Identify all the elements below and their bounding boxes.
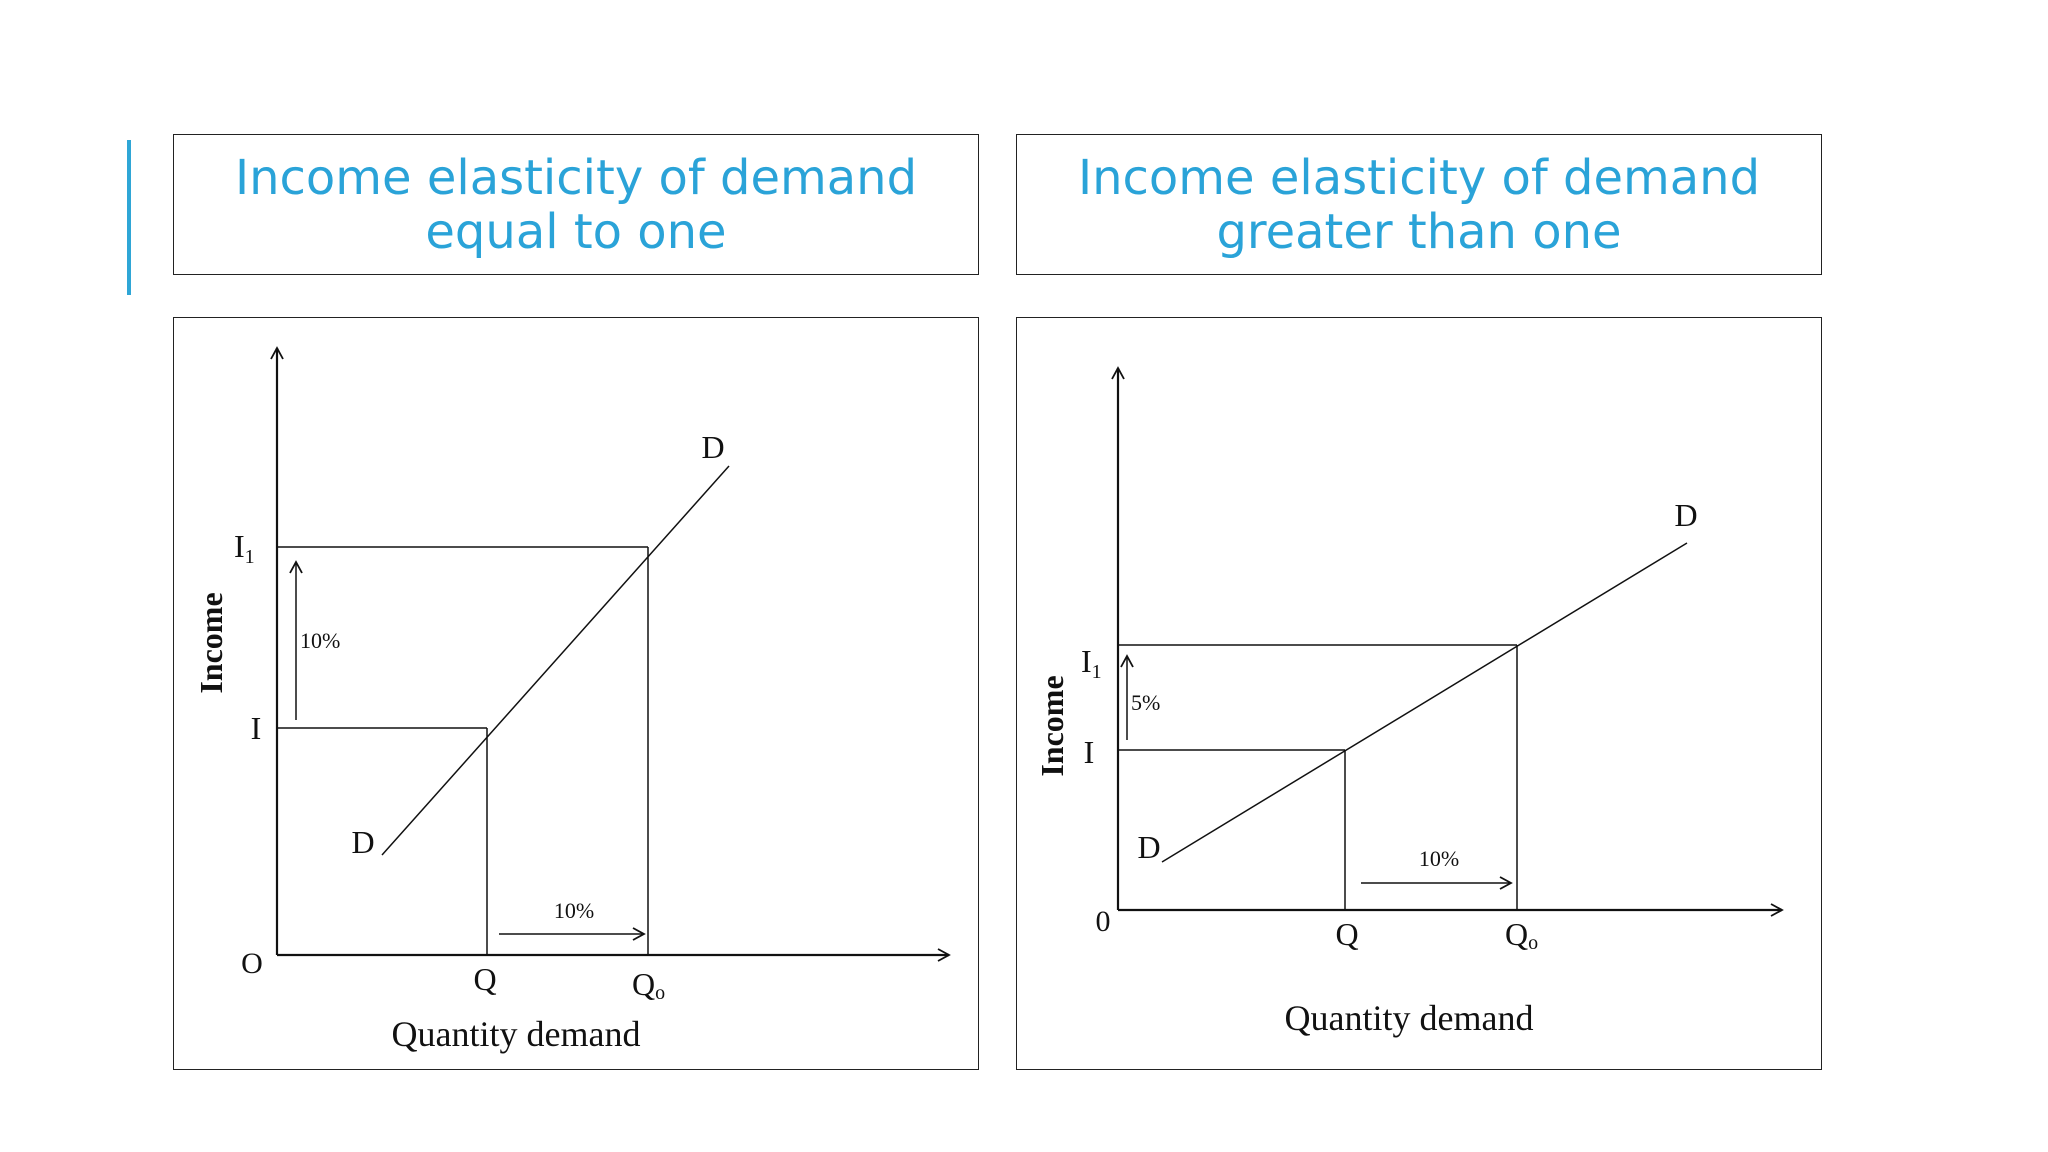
qty-change-label: 10% — [554, 898, 594, 923]
title-left-line2: equal to one — [425, 203, 727, 260]
qty-high-label: Qo — [1505, 916, 1538, 954]
qty-high-label: Qo — [632, 966, 665, 1004]
title-left-line1: Income elasticity of demand — [234, 149, 918, 206]
income-low-label: I — [251, 710, 262, 746]
demand-curve — [1161, 542, 1688, 863]
qty-low-label: Q — [1335, 916, 1358, 952]
diagram-left-svg: O I I1 Q Qo D D 10% 10% Quantity demand … — [193, 346, 951, 1054]
income-change-label: 5% — [1131, 690, 1160, 715]
origin-label: 0 — [1096, 905, 1111, 938]
curve-bottom-label: D — [1137, 829, 1160, 865]
y-axis-label: Income — [1034, 675, 1070, 776]
title-right: Income elasticity of demand greater than… — [1016, 134, 1822, 275]
accent-bar — [127, 140, 131, 295]
x-axis-label: Quantity demand — [1285, 998, 1534, 1038]
title-right-line1: Income elasticity of demand — [1077, 149, 1761, 206]
demand-curve — [381, 465, 730, 856]
qty-change-label: 10% — [1419, 846, 1459, 871]
diagram-right-svg: 0 I I1 Q Qo D D 5% 10% Quantity demand I… — [1034, 366, 1784, 1038]
curve-top-label: D — [701, 429, 724, 465]
x-axis-label: Quantity demand — [392, 1014, 641, 1054]
curve-bottom-label: D — [351, 824, 374, 860]
income-low-label: I — [1084, 734, 1095, 770]
origin-label: O — [241, 947, 263, 980]
income-high-label: I1 — [234, 528, 255, 568]
diagram-left: O I I1 Q Qo D D 10% 10% Quantity demand … — [173, 317, 979, 1070]
title-left: Income elasticity of demand equal to one — [173, 134, 979, 275]
qty-low-label: Q — [473, 961, 496, 997]
curve-top-label: D — [1674, 497, 1697, 533]
y-axis-label: Income — [193, 592, 229, 693]
diagram-right: 0 I I1 Q Qo D D 5% 10% Quantity demand I… — [1016, 317, 1822, 1070]
income-high-label: I1 — [1081, 643, 1102, 683]
income-change-label: 10% — [300, 628, 340, 653]
title-right-line2: greater than one — [1216, 203, 1622, 260]
